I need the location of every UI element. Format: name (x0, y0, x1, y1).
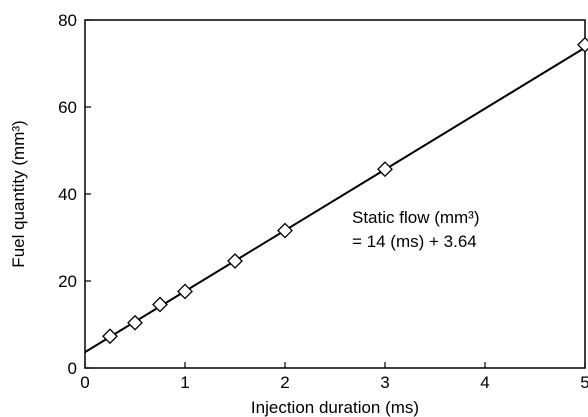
x-tick-label: 1 (180, 373, 189, 392)
y-tick-label: 20 (58, 272, 77, 291)
data-point-marker (177, 283, 193, 300)
data-point-marker (577, 36, 588, 53)
y-tick-label: 0 (68, 359, 77, 378)
y-axis-label: Fuel quantity (mm³) (9, 120, 28, 267)
plot-frame (84, 19, 586, 369)
axis-ticks: 0 1 2 3 4 5 0 20 40 60 80 (58, 11, 588, 392)
data-point-marker (377, 161, 393, 178)
data-point-marker (127, 314, 143, 331)
annotation-line-1: Static flow (mm³) (352, 208, 480, 227)
data-point-marker (102, 328, 118, 345)
y-tick-label: 60 (58, 98, 77, 117)
y-tick-label: 40 (58, 185, 77, 204)
data-markers (102, 36, 588, 345)
x-tick-label: 5 (580, 373, 588, 392)
y-tick-label: 80 (58, 11, 77, 30)
data-point-marker (227, 253, 243, 269)
x-tick-label: 3 (380, 373, 389, 392)
x-axis-label: Injection duration (ms) (251, 398, 419, 417)
fit-line (84, 46, 586, 354)
data-point-marker (277, 222, 293, 239)
data-point-marker (152, 296, 168, 313)
x-tick-label: 4 (480, 373, 489, 392)
x-tick-label: 2 (280, 373, 289, 392)
x-tick-label: 0 (80, 373, 89, 392)
annotation-line-2: = 14 (ms) + 3.64 (352, 232, 477, 251)
